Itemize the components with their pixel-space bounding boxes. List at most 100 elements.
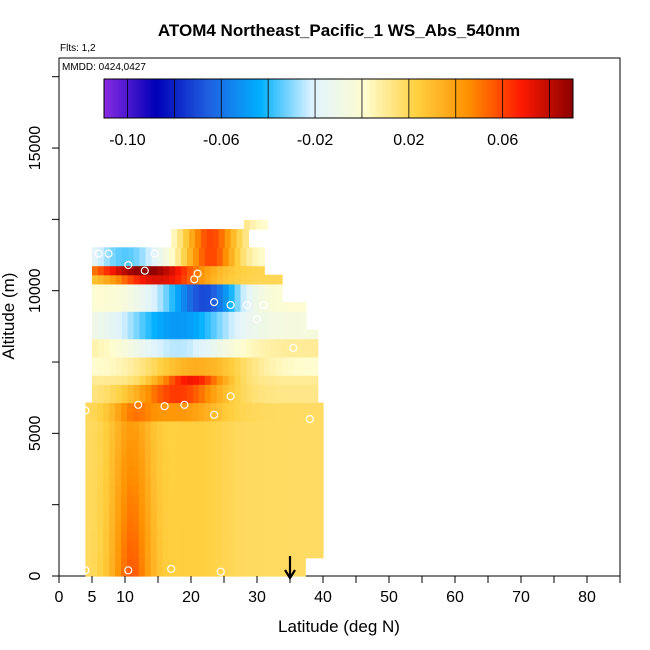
heatmap-cell <box>192 274 200 285</box>
heatmap-cell <box>168 411 176 422</box>
heatmap-cell <box>227 530 235 541</box>
colorbar-swatch <box>394 79 398 118</box>
heatmap-cell <box>317 411 324 422</box>
heatmap-cell <box>212 229 220 239</box>
y-tick-label: 10000 <box>27 268 44 313</box>
heatmap-cell <box>115 484 122 495</box>
heatmap-cell <box>222 457 229 468</box>
heatmap-cell <box>222 411 229 422</box>
heatmap-cell <box>245 429 253 440</box>
heatmap-cell <box>132 557 140 568</box>
heatmap-cell <box>150 566 158 577</box>
heatmap-cell <box>200 229 208 239</box>
heatmap-cell <box>139 283 147 294</box>
heatmap-cell <box>103 338 111 349</box>
heatmap-cell <box>227 411 235 422</box>
heatmap-cell <box>97 320 105 331</box>
heatmap-cell <box>228 347 236 358</box>
colorbar-swatch <box>279 79 283 118</box>
heatmap-cell <box>115 429 122 440</box>
heatmap-cell <box>252 375 259 385</box>
colorbar-swatch <box>261 79 264 118</box>
colorbar-swatch <box>533 79 536 118</box>
colorbar-swatch <box>272 79 276 118</box>
heatmap-cell <box>216 311 224 321</box>
heatmap-cell <box>163 265 170 276</box>
heatmap-cell <box>151 283 158 294</box>
heatmap-cell <box>204 384 212 395</box>
heatmap-cell <box>281 457 288 468</box>
heatmap-cell <box>174 493 182 504</box>
heatmap-cell <box>305 347 313 358</box>
colorbar-swatch <box>354 79 358 118</box>
heatmap-cell <box>175 292 182 303</box>
heatmap-cell <box>239 530 247 541</box>
colorbar-swatch <box>406 79 410 118</box>
heatmap-cell <box>222 539 229 550</box>
colorbar-swatch <box>523 79 527 118</box>
heatmap-cell <box>126 457 134 468</box>
heatmap-cell <box>270 329 277 340</box>
heatmap-cell <box>263 466 271 477</box>
heatmap-cell <box>115 530 122 541</box>
heatmap-cell <box>210 493 217 504</box>
heatmap-cell <box>252 384 259 395</box>
heatmap-cell <box>181 247 188 258</box>
heatmap-cell <box>183 238 190 248</box>
x-tick-label: 30 <box>248 589 266 606</box>
heatmap-cell <box>305 411 312 422</box>
heatmap-cell <box>174 457 182 468</box>
heatmap-cell <box>103 274 111 285</box>
heatmap-cell <box>251 439 259 449</box>
heatmap-cell <box>85 466 92 477</box>
heatmap-cell <box>204 420 211 431</box>
heatmap-cell <box>204 283 212 294</box>
heatmap-cell <box>126 402 134 413</box>
heatmap-cell <box>127 283 135 294</box>
colorbar-swatch <box>455 79 459 118</box>
heatmap-cell <box>115 393 123 404</box>
heatmap-cell <box>127 384 135 395</box>
heatmap-cell <box>263 475 271 486</box>
heatmap-cell <box>133 375 141 385</box>
heatmap-cell <box>276 356 283 367</box>
x-tick-label: 20 <box>182 589 200 606</box>
colorbar-swatch <box>528 79 532 118</box>
colorbar-swatch <box>167 79 171 118</box>
heatmap-cell <box>216 393 224 404</box>
heatmap-cell <box>228 356 236 367</box>
heatmap-cell <box>138 402 146 413</box>
heatmap-cell <box>162 530 170 541</box>
colorbar-swatch <box>225 79 229 118</box>
colorbar-swatch <box>153 79 156 118</box>
heatmap-cell <box>187 375 194 385</box>
heatmap-cell <box>234 256 242 267</box>
heatmap-cell <box>210 265 218 276</box>
heatmap-cell <box>233 429 241 440</box>
heatmap-cell <box>275 521 283 531</box>
heatmap-cell <box>144 557 152 568</box>
heatmap-cell <box>156 429 164 440</box>
heatmap-cell <box>257 475 265 486</box>
heatmap-cell <box>251 512 259 522</box>
heatmap-cell <box>97 439 104 449</box>
heatmap-cell <box>157 247 164 258</box>
heatmap-cell <box>163 302 170 312</box>
heatmap-cell <box>269 530 277 541</box>
heatmap-cell <box>240 329 248 340</box>
heatmap-cell <box>311 402 318 413</box>
heatmap-cell <box>192 548 199 559</box>
heatmap-cell <box>311 448 318 458</box>
heatmap-cell <box>151 320 158 331</box>
heatmap-cell <box>258 302 265 312</box>
heatmap-cell <box>168 402 176 413</box>
heatmap-cell <box>276 366 283 376</box>
heatmap-cell <box>222 466 229 477</box>
heatmap-cell <box>177 238 184 248</box>
heatmap-cell <box>246 247 253 258</box>
heatmap-cell <box>198 338 206 349</box>
colorbar-swatch <box>493 79 497 118</box>
heatmap-cell <box>157 384 164 395</box>
colorbar-swatch <box>176 79 180 118</box>
heatmap-cell <box>216 448 223 458</box>
